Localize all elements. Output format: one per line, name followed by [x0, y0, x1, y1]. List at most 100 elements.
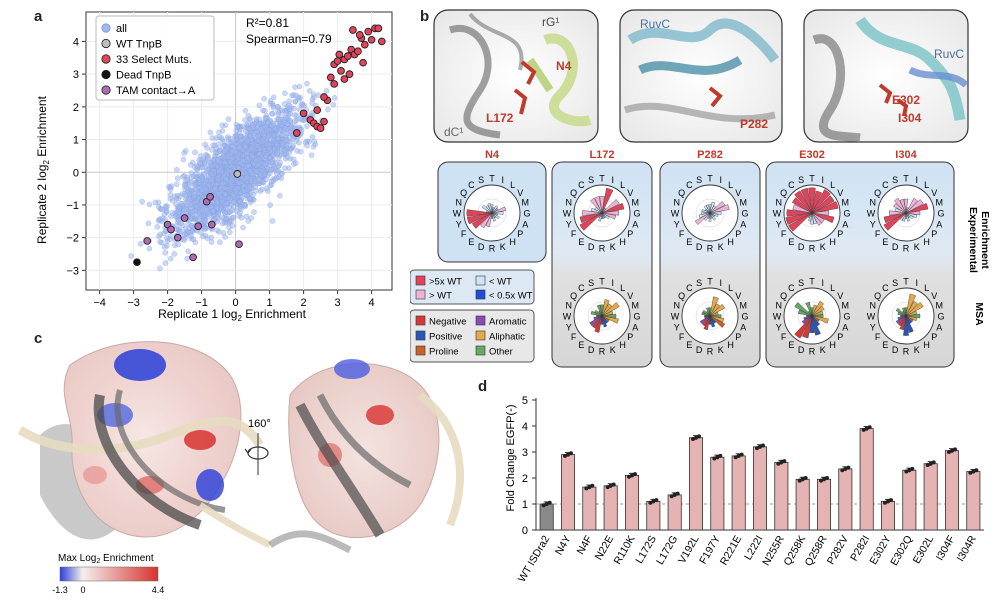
radial-wedge	[883, 212, 907, 231]
amino-acid-label: P	[627, 332, 633, 342]
amino-acid-label: S	[696, 278, 702, 288]
radial-wedge	[897, 315, 907, 327]
scatter-point	[167, 255, 174, 262]
radial-wedge	[592, 315, 603, 329]
amino-acid-label: I	[612, 175, 615, 185]
amino-acid-label: W	[563, 312, 572, 322]
r2-annotation: R²=0.81	[246, 16, 289, 30]
legend-label: > WT	[429, 291, 452, 302]
scatter-point	[247, 167, 253, 174]
x-tick-label: WT ISDra2	[516, 533, 552, 584]
radial-wedge	[601, 315, 619, 324]
legend-swatch	[101, 54, 111, 64]
scatter-point	[248, 145, 254, 152]
scatter-point	[196, 176, 203, 183]
legend-label: < 0.5x WT	[489, 291, 533, 302]
radial-wedge	[709, 204, 730, 214]
amino-acid-label: M	[632, 198, 640, 208]
amino-acid-label: H	[619, 340, 626, 350]
replicate-dot	[947, 450, 951, 454]
structure-and-radial-panel: rG¹ N4 L172 dC¹ RuvC P282 RuvC E302 I304	[410, 9, 991, 368]
legend-label: Negative	[429, 317, 467, 328]
y-tick-label: −1	[66, 200, 79, 212]
structure-box-p282: RuvC P282	[619, 9, 783, 143]
radial-wedge	[899, 198, 907, 214]
radial-wedge	[803, 315, 813, 320]
replicate-dot	[739, 452, 744, 457]
radial-wedge	[600, 304, 604, 317]
scatter-point	[182, 182, 188, 188]
radial-wedge	[589, 315, 603, 326]
radial-wedge	[703, 315, 711, 331]
amino-acid-label: N	[869, 198, 876, 208]
amino-acid-label: K	[914, 345, 920, 355]
replicate-dot	[968, 470, 973, 475]
amino-acid-label: Y	[870, 322, 876, 332]
scatter-point	[173, 223, 180, 229]
replicate-dot	[843, 466, 848, 471]
scatter-point	[325, 106, 331, 113]
amino-acid-label: T	[707, 174, 713, 184]
radial-wedge	[883, 212, 907, 224]
amino-acid-label: V	[627, 188, 633, 198]
replicate-dot	[672, 492, 677, 497]
amino-acid-label: H	[619, 237, 626, 247]
radial-wedge	[811, 310, 824, 317]
amino-acid-label: F	[875, 229, 881, 239]
row-label-experimental: Experimental	[967, 207, 979, 273]
x-tick-label: R221E	[718, 534, 744, 568]
scatter-point	[222, 210, 228, 216]
amino-acid-label: N	[775, 198, 782, 208]
y-tick-label: 1	[522, 499, 528, 511]
scatter-point	[235, 185, 241, 192]
radial-wedge	[811, 210, 829, 216]
replicate-dot	[846, 465, 851, 470]
radial-wedge	[694, 212, 711, 225]
radial-wedge	[905, 315, 914, 333]
scatter-point	[184, 255, 191, 262]
y-tick-label: 2	[522, 473, 528, 485]
radial-wedge	[601, 212, 617, 220]
amino-acid-label: H	[509, 237, 516, 247]
scatter-point	[221, 148, 228, 154]
y-tick-label: 0	[522, 525, 528, 537]
panel-label-c: c	[34, 330, 43, 347]
scatter-point	[137, 240, 144, 247]
replicate-dot	[803, 476, 808, 480]
radial-wedge	[899, 315, 907, 331]
amino-acid-label: V	[837, 291, 843, 301]
amino-acid-label: M	[740, 301, 748, 311]
x-tick-label: −3	[127, 297, 140, 309]
radial-wedge	[811, 300, 824, 317]
radial-wedge	[709, 211, 722, 215]
amino-acid-label: P	[517, 229, 523, 239]
amino-acid-label: K	[820, 242, 826, 252]
amino-acid-label: N	[565, 198, 572, 208]
rg1-label: rG¹	[542, 15, 559, 29]
scatter-point	[146, 201, 153, 208]
scatter-point	[202, 218, 209, 225]
surface-model-left	[17, 341, 272, 549]
amino-acid-label: E	[788, 340, 794, 350]
x-tick-label: 0	[233, 297, 239, 309]
x-tick-label: P282V	[825, 534, 851, 567]
amino-acid-label: P	[931, 229, 937, 239]
highlight-point	[180, 214, 189, 222]
legend-swatch	[415, 289, 426, 300]
replicate-dot	[590, 483, 595, 488]
replicate-dot	[718, 453, 723, 458]
i304-structure-label: I304	[898, 111, 922, 125]
scatter-point	[227, 229, 233, 236]
bar	[731, 455, 746, 531]
amino-acid-label: W	[453, 209, 462, 219]
radial-wedge	[704, 315, 711, 317]
e302-structure-label: E302	[892, 93, 920, 107]
scatter-point	[244, 175, 251, 181]
scatter-point	[169, 210, 176, 216]
scatter-point	[189, 228, 196, 235]
scatter-point	[253, 157, 260, 164]
highlight-point	[364, 27, 373, 36]
bar	[603, 485, 618, 531]
scatter-point	[230, 193, 237, 200]
scatter-point	[215, 141, 222, 148]
